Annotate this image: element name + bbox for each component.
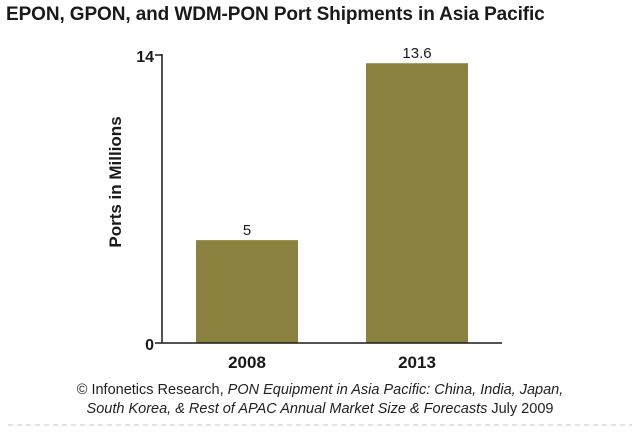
x-tick-label-2008: 2008: [228, 353, 266, 372]
bar-2013: [366, 63, 468, 343]
source-date: July 2009: [487, 401, 554, 417]
chart-title: EPON, GPON, and WDM-PON Port Shipments i…: [6, 4, 545, 25]
x-tick-labels-group: 2008 2013: [228, 353, 436, 372]
data-label-2008: 5: [243, 222, 251, 239]
x-tick-label-2013: 2013: [398, 353, 436, 372]
bar-chart: Ports in Millions 513.6 14 0 2008 2013: [106, 45, 502, 372]
y-tick-label-max: 14: [136, 49, 154, 66]
bar-2008: [196, 240, 298, 343]
y-tick-label-zero: 0: [145, 337, 154, 354]
bars-group: [196, 63, 468, 343]
source-prefix: © Infonetics Research,: [76, 382, 228, 398]
source-note: © Infonetics Research, PON Equipment in …: [0, 381, 640, 419]
data-label-2013: 13.6: [402, 45, 431, 62]
source-report-title-line1: PON Equipment in Asia Pacific: China, In…: [227, 382, 564, 398]
source-report-title-line2: South Korea, & Rest of APAC Annual Marke…: [86, 401, 488, 417]
data-labels-group: 513.6: [243, 45, 432, 239]
cropped-text-line: [8, 424, 632, 426]
source-line2: South Korea, & Rest of APAC Annual Marke…: [0, 400, 640, 419]
y-axis-label: Ports in Millions: [106, 116, 125, 247]
